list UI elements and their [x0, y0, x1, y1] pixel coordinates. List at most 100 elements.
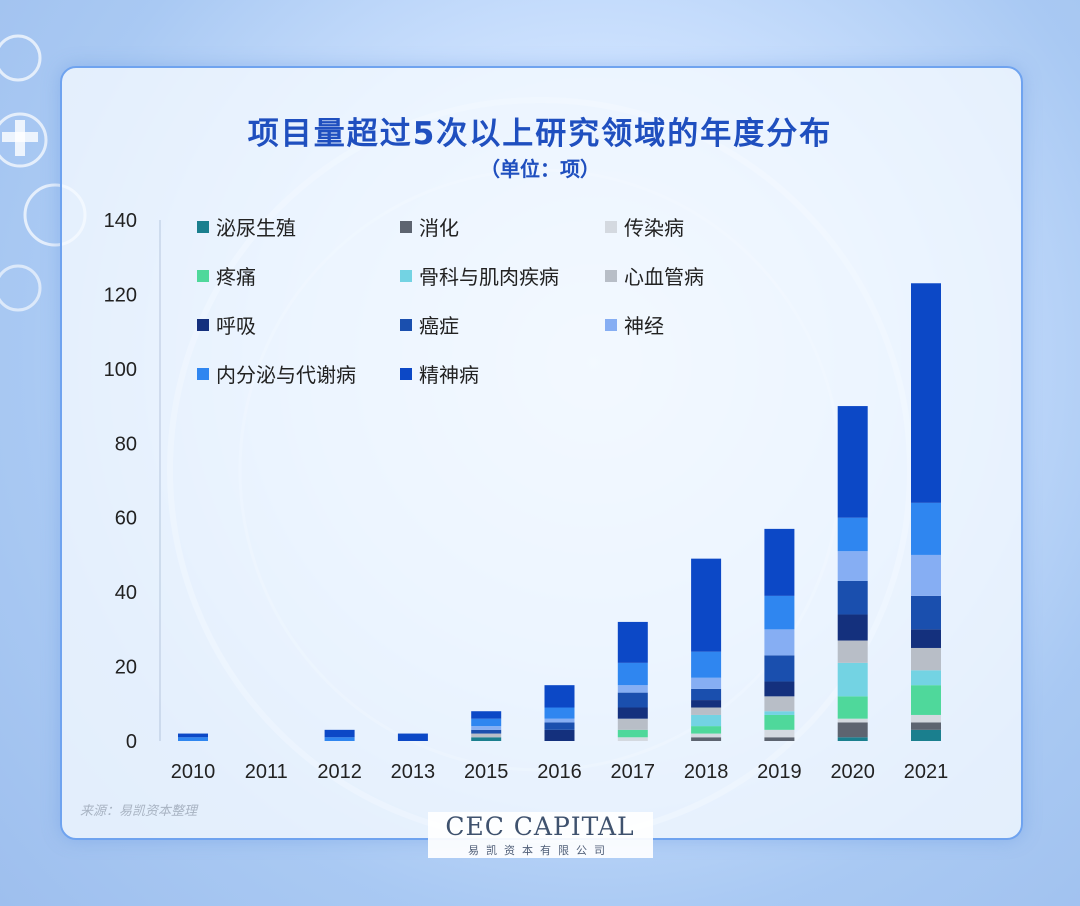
bar-segment [837, 696, 868, 719]
legend-swatch [197, 367, 209, 380]
y-tick-label: 100 [104, 359, 137, 381]
y-tick-label: 140 [104, 210, 137, 232]
legend-label: 内分泌与代谢病 [216, 363, 356, 387]
y-tick-label: 0 [126, 731, 137, 753]
legend-label: 泌尿生殖 [216, 216, 296, 240]
bar-segment [691, 651, 722, 678]
legend-swatch [400, 220, 412, 233]
legend-label: 精神病 [419, 363, 479, 387]
bar-segment [617, 718, 648, 730]
bar-segment [471, 718, 502, 727]
bar-segment [837, 551, 868, 581]
bar-segment [691, 707, 722, 715]
bar-segment [764, 629, 795, 656]
legend-item: 精神病 [400, 359, 479, 388]
bar-segment [178, 737, 208, 741]
y-tick-label: 60 [115, 508, 137, 530]
bar-segment [837, 722, 868, 738]
legend-swatch [400, 318, 412, 331]
legend-item: 呼吸 [197, 310, 256, 339]
bar-segment [764, 696, 795, 712]
bar-segment [617, 662, 648, 686]
bar-segment [764, 681, 795, 697]
bar-segment [544, 707, 575, 719]
bar-segment [178, 733, 208, 738]
bar-segment [837, 517, 868, 552]
bar-segment [764, 711, 795, 715]
bar-segment [691, 733, 722, 738]
bar-segment [397, 733, 428, 741]
y-tick-label: 120 [104, 284, 137, 306]
bar-segment [617, 707, 648, 719]
legend-label: 呼吸 [216, 314, 256, 338]
bar-segment [837, 406, 868, 518]
bar-segment [544, 718, 575, 723]
x-tick-label: 2019 [757, 761, 802, 783]
legend-swatch [605, 318, 617, 331]
bar-segment [764, 737, 795, 741]
bar-segment [911, 629, 941, 648]
bar-segment [911, 554, 941, 596]
legend-item: 神经 [605, 310, 664, 339]
x-tick-label: 2010 [171, 761, 216, 783]
bar-segment [837, 662, 868, 697]
legend-item: 泌尿生殖 [197, 212, 296, 241]
x-tick-label: 2011 [245, 761, 288, 783]
bar-segment [764, 729, 795, 738]
x-tick-label: 2012 [317, 761, 362, 783]
bar-segment [691, 558, 722, 652]
bar-segment [617, 685, 648, 693]
bar-segment [544, 722, 575, 730]
bar-segment [324, 737, 355, 741]
legend-label: 骨科与肌肉疾病 [419, 265, 559, 289]
bar-segment [617, 621, 648, 663]
x-tick-label: 2018 [684, 761, 729, 783]
bar-segment [837, 640, 868, 663]
bar-segment [691, 714, 722, 727]
bar-segment [691, 677, 722, 689]
legend-label: 心血管病 [624, 265, 704, 289]
legend-item: 疼痛 [197, 261, 256, 290]
company-logo-text: CEC CAPITAL [445, 812, 635, 841]
bar-segment [911, 714, 941, 723]
bar-segment [471, 726, 502, 730]
bar-segment [617, 737, 648, 741]
bar-segment [837, 737, 868, 741]
bar-segment [691, 737, 722, 741]
bar-segment [764, 714, 795, 730]
bar-segment [837, 718, 868, 723]
legend-label: 神经 [624, 314, 664, 338]
chart-title: 项目量超过5次以上研究领域的年度分布 [247, 116, 833, 152]
legend-item: 内分泌与代谢病 [197, 359, 356, 388]
bar-segment [911, 722, 941, 730]
bar-segment [911, 670, 941, 686]
bar-segment [691, 700, 722, 708]
x-tick-label: 2021 [904, 761, 949, 783]
x-tick-label: 2016 [537, 761, 582, 783]
bar-segment [764, 528, 795, 596]
legend-swatch [605, 220, 617, 233]
legend-swatch [197, 269, 209, 282]
bar-segment [617, 729, 648, 738]
bar-segment [471, 733, 502, 738]
bar-segment [764, 595, 795, 630]
bar-segment [471, 711, 502, 719]
legend-item: 心血管病 [605, 261, 704, 290]
x-tick-label: 2013 [391, 761, 436, 783]
bar-segment [837, 580, 868, 615]
legend-item: 癌症 [400, 310, 459, 339]
legend-label: 癌症 [419, 314, 459, 338]
bar-segment [911, 595, 941, 630]
bar-segment [764, 655, 795, 682]
x-tick-label: 2020 [830, 761, 875, 783]
company-logo-subtext: 易凯资本有限公司 [468, 844, 612, 857]
y-tick-label: 80 [115, 433, 137, 455]
bar-segment [324, 729, 355, 738]
bar-segment [471, 737, 502, 741]
legend-swatch [605, 269, 617, 282]
x-tick-label: 2015 [464, 761, 509, 783]
legend-swatch [197, 220, 209, 233]
bar-segment [911, 729, 941, 741]
bar-segment [837, 614, 868, 641]
